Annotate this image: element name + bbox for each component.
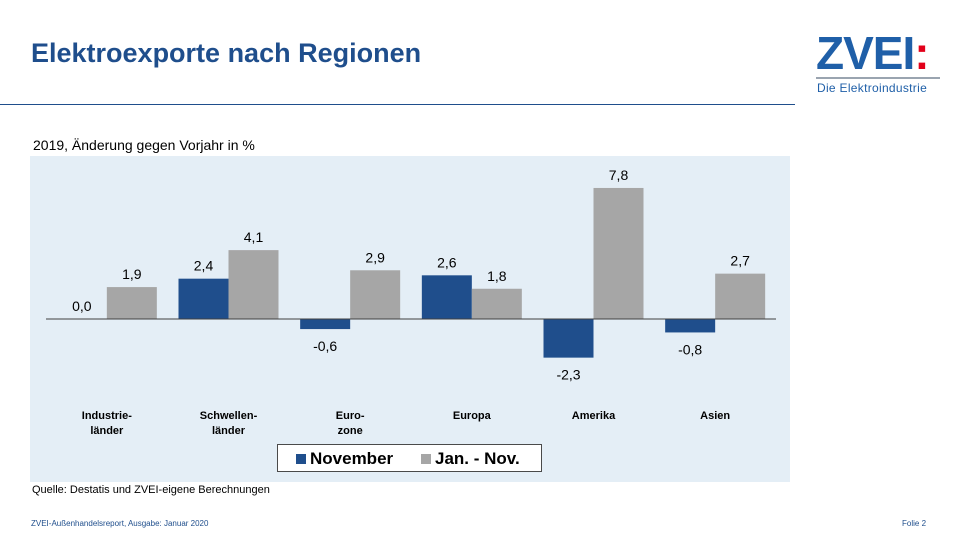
category-label-0-1: länder xyxy=(90,425,124,437)
legend-swatch-november xyxy=(296,454,306,464)
data-label-s0-c5: -0,8 xyxy=(678,341,702,357)
bar-s1-c3 xyxy=(471,288,522,319)
bar-chart: 0,0 1,9 Industrie-länder 2,4 4,1 Schwellen-lä… xyxy=(46,167,776,437)
bar-s1-c1 xyxy=(228,250,279,319)
category-label-1-0: Schwellen- xyxy=(200,410,258,422)
bar-s1-c0 xyxy=(106,287,157,319)
data-label-s0-c4: -2,3 xyxy=(556,367,580,383)
data-label-s0-c1: 2,4 xyxy=(194,258,214,274)
legend-label-november: November xyxy=(310,449,394,468)
data-label-s1-c5: 2,7 xyxy=(730,253,750,269)
chart-subtitle: 2019, Änderung gegen Vorjahr in % xyxy=(33,137,255,153)
chart-legend: November Jan. - Nov. xyxy=(277,444,542,472)
legend-item-jan-nov: Jan. - Nov. xyxy=(421,449,520,468)
data-label-s1-c4: 7,8 xyxy=(609,167,629,183)
category-label-2-0: Euro- xyxy=(336,410,365,422)
slide-number: Folie 2 xyxy=(902,519,927,528)
bar-s0-c2 xyxy=(300,319,351,330)
category-label-5-0: Asien xyxy=(700,410,730,422)
bar-s0-c5 xyxy=(665,319,716,333)
category-label-4-0: Amerika xyxy=(572,410,616,422)
data-label-s1-c2: 2,9 xyxy=(365,249,385,265)
category-label-1-1: länder xyxy=(212,425,246,437)
source-note: Quelle: Destatis und ZVEI-eigene Berechn… xyxy=(32,484,270,496)
legend-label-jan-nov: Jan. - Nov. xyxy=(435,449,520,468)
category-label-3-0: Europa xyxy=(453,410,492,422)
chart-plot-area: 0,0 1,9 Industrie-länder 2,4 4,1 Schwellen-lä… xyxy=(30,156,790,482)
category-label-2-1: zone xyxy=(338,425,363,437)
title-divider xyxy=(0,104,795,105)
data-label-s0-c3: 2,6 xyxy=(437,254,457,270)
bar-s1-c2 xyxy=(350,270,401,319)
bar-s0-c3 xyxy=(421,275,472,319)
bar-s0-c4 xyxy=(543,319,594,358)
category-label-0-0: Industrie- xyxy=(82,410,132,422)
data-label-s1-c1: 4,1 xyxy=(244,229,264,245)
legend-item-november: November xyxy=(296,449,394,468)
zvei-logo: ZVEI: Die Elektroindustrie xyxy=(812,28,944,98)
legend-swatch-jan-nov xyxy=(421,454,431,464)
bar-s0-c1 xyxy=(178,278,229,319)
logo-subtitle: Die Elektroindustrie xyxy=(817,81,928,95)
logo-wordmark: ZVEI: xyxy=(816,27,930,79)
footer-report: ZVEI-Außenhandelsreport, Ausgabe: Januar… xyxy=(31,519,209,528)
data-label-s1-c0: 1,9 xyxy=(122,266,142,282)
data-label-s0-c2: -0,6 xyxy=(313,338,337,354)
logo-divider xyxy=(816,77,940,79)
bar-s1-c5 xyxy=(715,273,766,319)
page-title: Elektroexporte nach Regionen xyxy=(31,38,422,68)
bar-s1-c4 xyxy=(593,187,644,319)
data-label-s0-c0: 0,0 xyxy=(72,298,92,314)
data-label-s1-c3: 1,8 xyxy=(487,268,507,284)
